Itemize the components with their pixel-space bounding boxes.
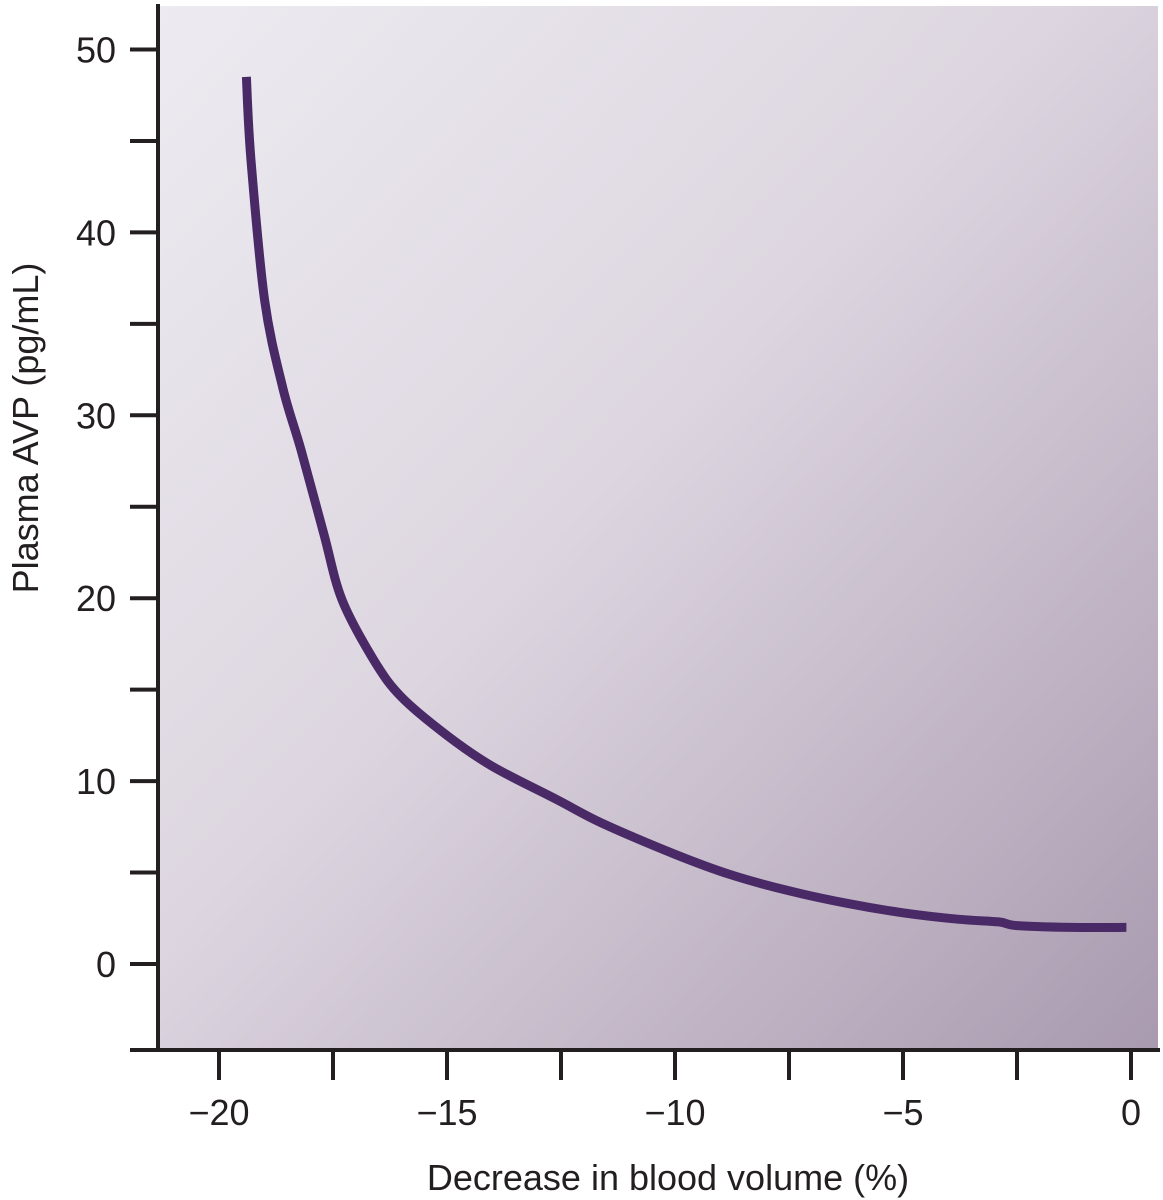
x-axis-ticks: −20 −15 −10 −5 0 (188, 1050, 1141, 1133)
x-tick-label: −10 (644, 1092, 705, 1133)
y-tick-label: 10 (76, 761, 116, 802)
x-tick-label: −15 (416, 1092, 477, 1133)
y-tick-label: 20 (76, 578, 116, 619)
y-tick-label: 0 (96, 944, 116, 985)
y-axis-title: Plasma AVP (pg/mL) (5, 263, 46, 594)
y-tick-label: 40 (76, 212, 116, 253)
x-axis-title: Decrease in blood volume (%) (427, 1157, 909, 1198)
y-axis-ticks: 0 10 20 30 40 50 (76, 30, 158, 985)
x-tick-label: 0 (1121, 1092, 1141, 1133)
y-tick-label: 30 (76, 395, 116, 436)
x-tick-label: −5 (882, 1092, 923, 1133)
x-tick-label: −20 (188, 1092, 249, 1133)
avp-curve (241, 76, 1127, 933)
y-tick-label: 50 (76, 30, 116, 71)
plot-area (158, 6, 1158, 1050)
